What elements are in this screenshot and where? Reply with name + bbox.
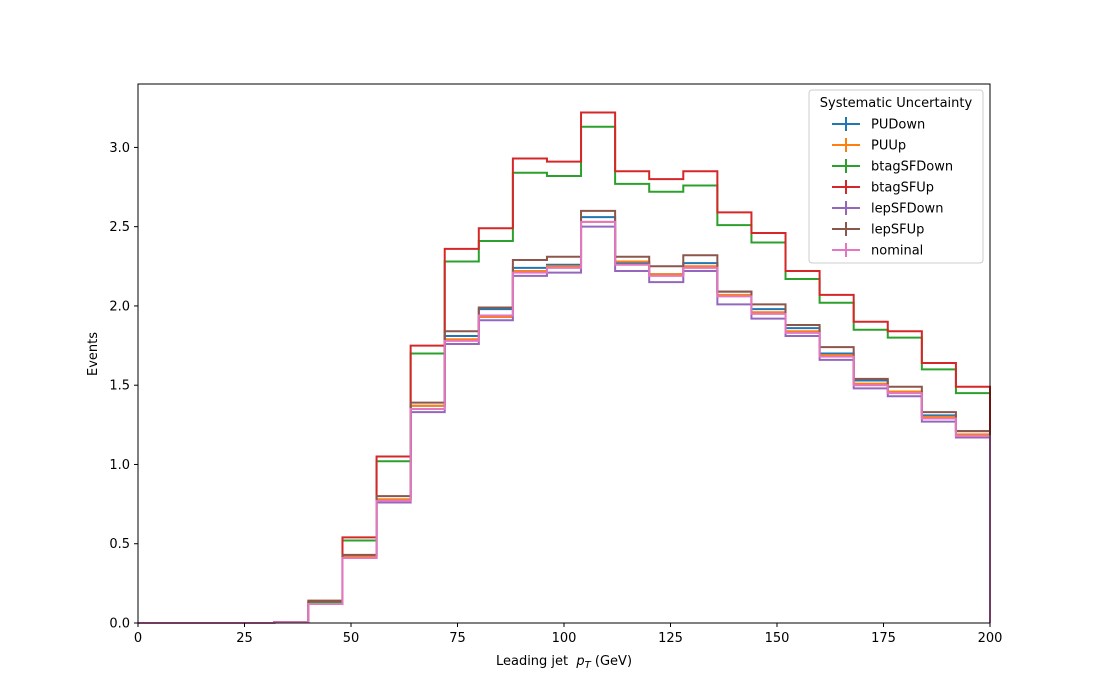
y-axis-label: Events [86,332,101,376]
y-tick-label: 3.0 [109,141,130,156]
series-lepSFUp [138,209,991,624]
legend-title: Systematic Uncertainty [820,96,973,111]
x-axis: 0 25 50 75 100 125 150 175 200 [134,623,1003,646]
y-tick-label: 0.5 [109,537,130,552]
series-layer [138,111,991,624]
legend-label-btagSFUp: btagSFUp [871,181,934,196]
x-tick-label: 150 [765,631,790,646]
y-tick-label: 0.0 [109,617,130,632]
legend-label-btagSFDown: btagSFDown [871,160,953,175]
x-tick-label: 175 [871,631,896,646]
y-tick-label: 1.5 [109,379,130,394]
legend-entries: PUDown PUUp btagSFDown btagSFUp lepSFDown lep… [832,117,953,259]
series-btagSFDown [138,125,991,624]
x-tick-label: 25 [236,631,253,646]
legend-label-PUDown: PUDown [871,118,925,133]
legend-label-PUUp: PUUp [871,139,906,154]
x-tick-label: 50 [343,631,360,646]
y-tick-label: 2.5 [109,220,130,235]
x-tick-label: 125 [658,631,683,646]
x-tick-label: 100 [552,631,577,646]
y-tick-label: 2.0 [109,299,130,314]
legend-box [808,89,984,264]
legend-label-lepSFUp: lepSFUp [871,223,924,238]
y-axis: 0.0 0.5 1.0 1.5 2.0 2.5 3.0 [109,141,138,632]
x-tick-label: 0 [134,631,142,646]
x-axis-label: Leading jet pT (GeV) [496,654,632,671]
y-tick-label: 1.0 [109,458,130,473]
legend: Systematic Uncertainty PUDown PUUp btagSFD… [808,89,984,264]
legend-label-lepSFDown: lepSFDown [871,202,943,217]
x-tick-label: 200 [978,631,1003,646]
series-nominal [138,220,991,624]
x-tick-label: 75 [449,631,466,646]
legend-label-nominal: nominal [871,244,923,259]
